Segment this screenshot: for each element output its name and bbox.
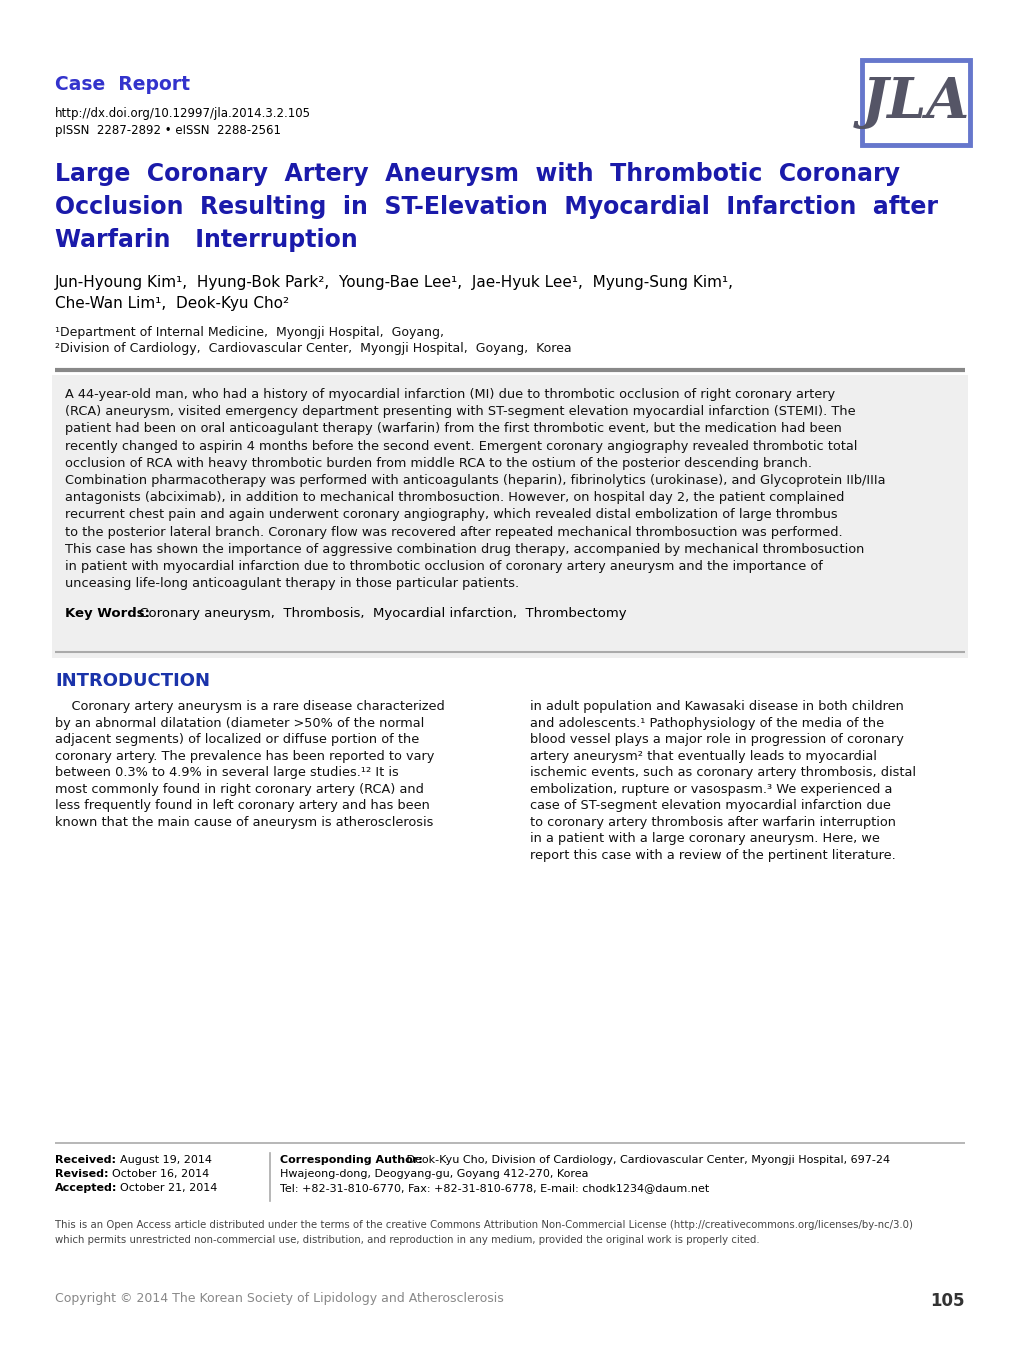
Text: to the posterior lateral branch. Coronary flow was recovered after repeated mech: to the posterior lateral branch. Coronar… [65, 525, 842, 539]
Text: recently changed to aspirin 4 months before the second event. Emergent coronary : recently changed to aspirin 4 months bef… [65, 440, 857, 453]
Text: and adolescents.¹ Pathophysiology of the media of the: and adolescents.¹ Pathophysiology of the… [530, 716, 883, 729]
Bar [52, 376, 967, 657]
Text: Accepted:: Accepted: [55, 1183, 117, 1194]
Text: most commonly found in right coronary artery (RCA) and: most commonly found in right coronary ar… [55, 783, 424, 795]
Text: October 16, 2014: October 16, 2014 [105, 1169, 209, 1179]
Text: Hwajeong-dong, Deogyang-gu, Goyang 412-270, Korea: Hwajeong-dong, Deogyang-gu, Goyang 412-2… [280, 1169, 588, 1179]
Text: less frequently found in left coronary artery and has been: less frequently found in left coronary a… [55, 799, 429, 813]
Text: INTRODUCTION: INTRODUCTION [55, 672, 210, 690]
Text: which permits unrestricted non-commercial use, distribution, and reproduction in: which permits unrestricted non-commercia… [55, 1234, 759, 1245]
Text: coronary artery. The prevalence has been reported to vary: coronary artery. The prevalence has been… [55, 750, 434, 762]
Text: patient had been on oral anticoagulant therapy (warfarin) from the first thrombo: patient had been on oral anticoagulant t… [65, 422, 841, 436]
Text: Key Words:: Key Words: [65, 607, 150, 621]
Text: in adult population and Kawasaki disease in both children: in adult population and Kawasaki disease… [530, 700, 903, 713]
Text: ²Division of Cardiology,  Cardiovascular Center,  Myongji Hospital,  Goyang,  Ko: ²Division of Cardiology, Cardiovascular … [55, 342, 571, 355]
Text: antagonists (abciximab), in addition to mechanical thrombosuction. However, on h: antagonists (abciximab), in addition to … [65, 491, 844, 504]
Text: Deok-Kyu Cho, Division of Cardiology, Cardiovascular Center, Myongji Hospital, 6: Deok-Kyu Cho, Division of Cardiology, Ca… [403, 1155, 890, 1165]
Text: http://dx.doi.org/10.12997/jla.2014.3.2.105: http://dx.doi.org/10.12997/jla.2014.3.2.… [55, 108, 311, 120]
Text: A 44-year-old man, who had a history of myocardial infarction (MI) due to thromb: A 44-year-old man, who had a history of … [65, 388, 835, 401]
Text: occlusion of RCA with heavy thrombotic burden from middle RCA to the ostium of t: occlusion of RCA with heavy thrombotic b… [65, 457, 811, 470]
Text: Copyright © 2014 The Korean Society of Lipidology and Atherosclerosis: Copyright © 2014 The Korean Society of L… [55, 1292, 503, 1305]
Text: known that the main cause of aneurysm is atherosclerosis: known that the main cause of aneurysm is… [55, 815, 433, 829]
Text: in patient with myocardial infarction due to thrombotic occlusion of coronary ar: in patient with myocardial infarction du… [65, 559, 822, 573]
Text: JLA: JLA [861, 75, 969, 131]
Text: Coronary aneurysm,  Thrombosis,  Myocardial infarction,  Thrombectomy: Coronary aneurysm, Thrombosis, Myocardia… [135, 607, 626, 621]
Text: blood vessel plays a major role in progression of coronary: blood vessel plays a major role in progr… [530, 734, 903, 746]
Text: Corresponding Author:: Corresponding Author: [280, 1155, 422, 1165]
Text: report this case with a review of the pertinent literature.: report this case with a review of the pe… [530, 848, 895, 862]
Text: Warfarin   Interruption: Warfarin Interruption [55, 229, 358, 252]
Text: October 21, 2014: October 21, 2014 [113, 1183, 217, 1194]
Text: Jun-Hyoung Kim¹,  Hyung-Bok Park²,  Young-Bae Lee¹,  Jae-Hyuk Lee¹,  Myung-Sung : Jun-Hyoung Kim¹, Hyung-Bok Park², Young-… [55, 275, 734, 290]
Text: Tel: +82-31-810-6770, Fax: +82-31-810-6778, E-mail: chodk1234@daum.net: Tel: +82-31-810-6770, Fax: +82-31-810-67… [280, 1183, 708, 1194]
Text: Large  Coronary  Artery  Aneurysm  with  Thrombotic  Coronary: Large Coronary Artery Aneurysm with Thro… [55, 162, 899, 186]
Text: adjacent segments) of localized or diffuse portion of the: adjacent segments) of localized or diffu… [55, 734, 419, 746]
Text: in a patient with a large coronary aneurysm. Here, we: in a patient with a large coronary aneur… [530, 832, 879, 845]
Text: embolization, rupture or vasospasm.³ We experienced a: embolization, rupture or vasospasm.³ We … [530, 783, 892, 795]
Text: by an abnormal dilatation (diameter >50% of the normal: by an abnormal dilatation (diameter >50%… [55, 716, 424, 729]
Text: unceasing life-long anticoagulant therapy in those particular patients.: unceasing life-long anticoagulant therap… [65, 577, 519, 591]
Text: Che-Wan Lim¹,  Deok-Kyu Cho²: Che-Wan Lim¹, Deok-Kyu Cho² [55, 295, 288, 312]
Text: This is an Open Access article distributed under the terms of the creative Commo: This is an Open Access article distribut… [55, 1219, 912, 1230]
Text: Revised:: Revised: [55, 1169, 108, 1179]
Text: Coronary artery aneurysm is a rare disease characterized: Coronary artery aneurysm is a rare disea… [55, 700, 444, 713]
Text: Combination pharmacotherapy was performed with anticoagulants (heparin), fibrino: Combination pharmacotherapy was performe… [65, 474, 884, 487]
Text: Received:: Received: [55, 1155, 116, 1165]
Text: Occlusion  Resulting  in  ST-Elevation  Myocardial  Infarction  after: Occlusion Resulting in ST-Elevation Myoc… [55, 195, 937, 219]
Text: Case  Report: Case Report [55, 75, 190, 94]
Text: This case has shown the importance of aggressive combination drug therapy, accom: This case has shown the importance of ag… [65, 543, 863, 555]
Text: ¹Department of Internal Medicine,  Myongji Hospital,  Goyang,: ¹Department of Internal Medicine, Myongj… [55, 327, 443, 339]
FancyBboxPatch shape [861, 60, 969, 146]
Text: August 19, 2014: August 19, 2014 [113, 1155, 212, 1165]
Text: ischemic events, such as coronary artery thrombosis, distal: ischemic events, such as coronary artery… [530, 766, 915, 778]
Text: pISSN  2287-2892 • eISSN  2288-2561: pISSN 2287-2892 • eISSN 2288-2561 [55, 124, 280, 137]
Text: 105: 105 [929, 1292, 964, 1311]
Text: to coronary artery thrombosis after warfarin interruption: to coronary artery thrombosis after warf… [530, 815, 895, 829]
Text: between 0.3% to 4.9% in several large studies.¹² It is: between 0.3% to 4.9% in several large st… [55, 766, 398, 778]
Text: case of ST-segment elevation myocardial infarction due: case of ST-segment elevation myocardial … [530, 799, 890, 813]
Text: recurrent chest pain and again underwent coronary angiography, which revealed di: recurrent chest pain and again underwent… [65, 509, 837, 521]
Text: artery aneurysm² that eventually leads to myocardial: artery aneurysm² that eventually leads t… [530, 750, 876, 762]
Text: (RCA) aneurysm, visited emergency department presenting with ST-segment elevatio: (RCA) aneurysm, visited emergency depart… [65, 406, 855, 418]
